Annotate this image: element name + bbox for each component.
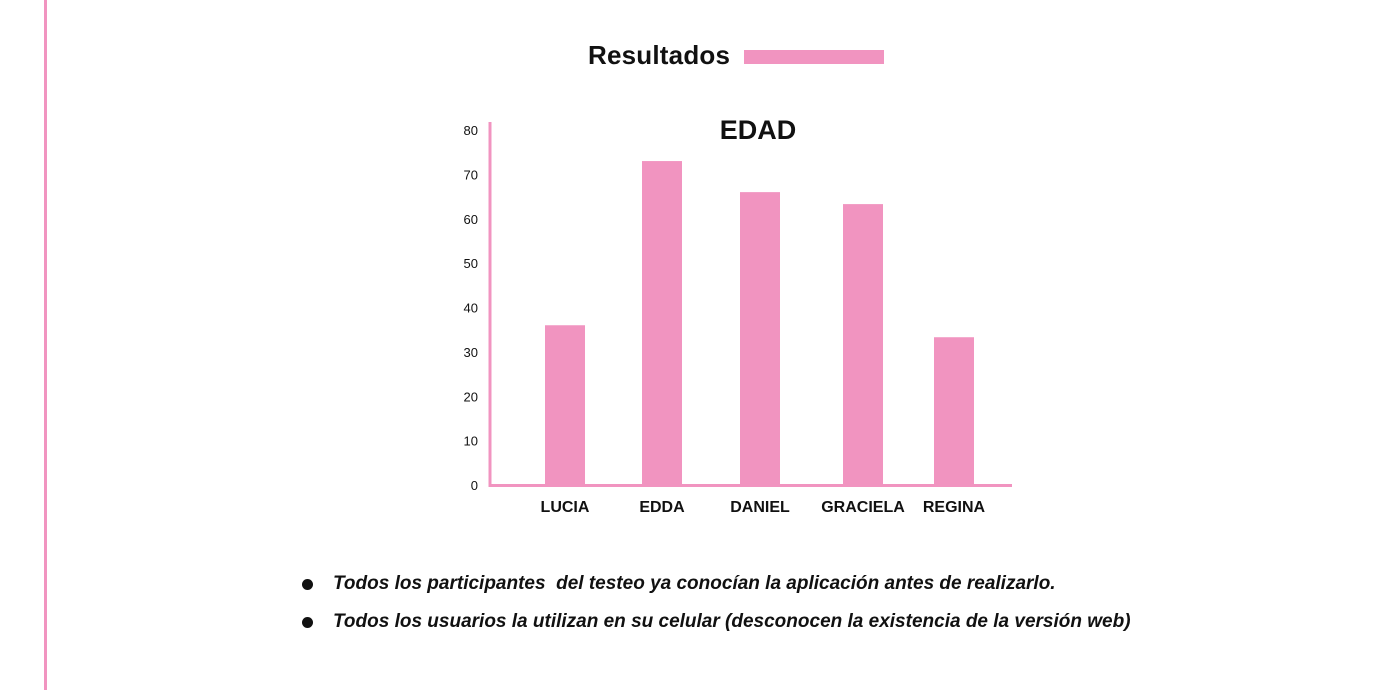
finding-text: Todos los participantes del testeo ya co… — [333, 573, 1056, 594]
findings-list: Todos los participantes del testeo ya co… — [300, 568, 1131, 644]
y-tick-label: 50 — [464, 256, 478, 271]
bar-daniel — [740, 192, 780, 485]
finding-item: Todos los usuarios la utilizan en su cel… — [300, 606, 1131, 638]
y-axis-line — [488, 122, 492, 487]
y-tick-label: 40 — [464, 301, 478, 316]
y-tick-label: 10 — [464, 434, 478, 449]
x-category-label: DANIEL — [730, 499, 790, 516]
bar-graciela — [843, 204, 883, 485]
bar-regina — [934, 337, 974, 485]
y-tick-label: 20 — [464, 389, 478, 404]
x-category-label: EDDA — [639, 499, 685, 516]
bar-lucia — [545, 325, 585, 485]
chart-title: EDAD — [720, 115, 797, 145]
section-title: Resultados — [588, 40, 731, 70]
bullet-icon — [302, 616, 313, 628]
age-bar-chart: EDAD 0 10 20 30 40 50 60 70 80 LUCIA EDDA DANIEL GRAC… — [440, 110, 1040, 530]
section-header: Resultados — [588, 40, 885, 71]
bullet-icon — [302, 578, 313, 590]
title-accent-bar — [744, 50, 885, 64]
y-tick-label: 60 — [464, 212, 478, 227]
finding-item: Todos los participantes del testeo ya co… — [300, 568, 1131, 600]
x-category-label: LUCIA — [541, 499, 590, 516]
x-axis-line — [488, 484, 1012, 487]
x-category-label: REGINA — [923, 499, 986, 516]
y-tick-label: 80 — [464, 123, 478, 138]
bar-edda — [642, 161, 682, 485]
y-tick-label: 30 — [464, 345, 478, 360]
y-tick-label: 0 — [471, 478, 478, 493]
left-vertical-rule — [44, 0, 47, 690]
chart-svg: EDAD 0 10 20 30 40 50 60 70 80 LUCIA EDDA DANIEL GRAC… — [464, 115, 1012, 516]
x-category-label: GRACIELA — [821, 499, 905, 516]
finding-text: Todos los usuarios la utilizan en su cel… — [333, 611, 1131, 632]
y-tick-label: 70 — [464, 167, 478, 182]
